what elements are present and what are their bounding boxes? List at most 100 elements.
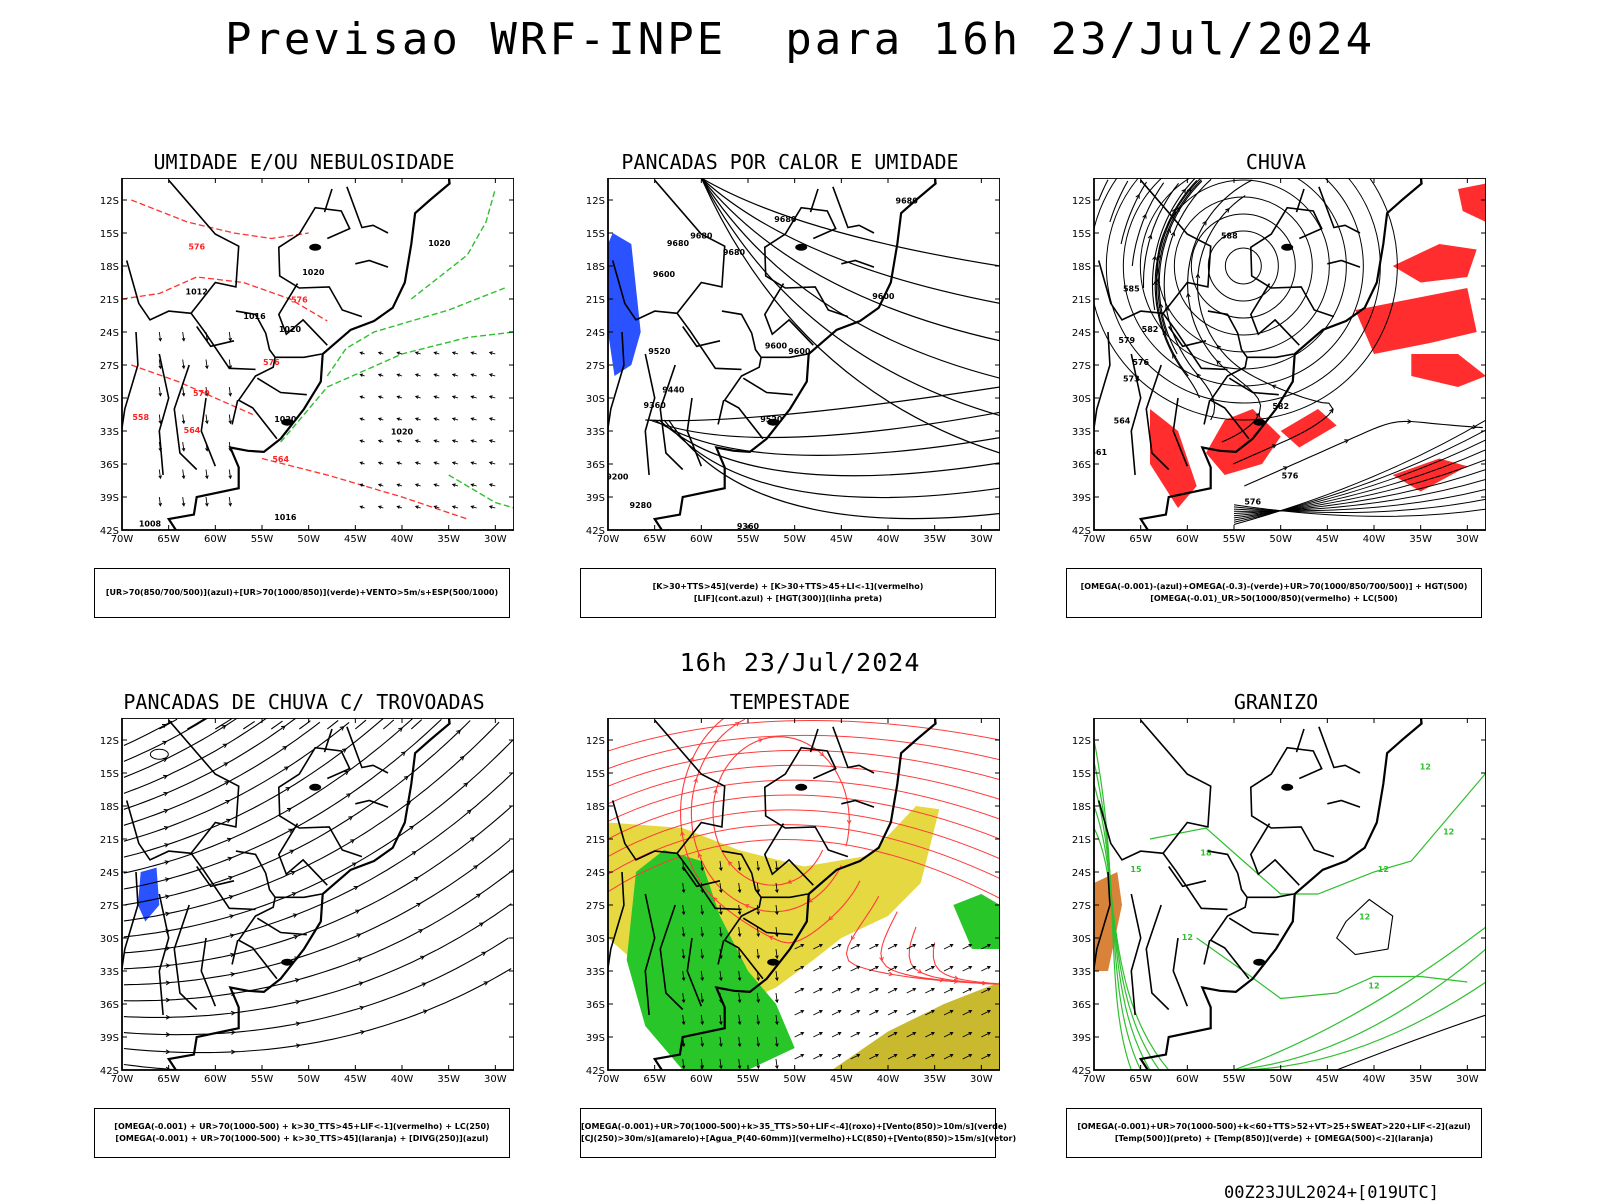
wind-vector bbox=[906, 1010, 917, 1016]
contour-label: 570 bbox=[193, 389, 210, 398]
streamline-arrow bbox=[284, 766, 290, 771]
contour-label: 576 bbox=[263, 358, 280, 367]
streamline-arrow bbox=[1255, 412, 1260, 418]
lat-label: 21S bbox=[1072, 835, 1091, 846]
streamline-arrow bbox=[164, 860, 170, 865]
wind-vector bbox=[158, 331, 163, 342]
political-border bbox=[125, 800, 256, 911]
streamline-arrow bbox=[1170, 231, 1176, 237]
political-border bbox=[608, 871, 625, 974]
streamline bbox=[123, 903, 512, 1018]
contour-label: 9680 bbox=[896, 196, 919, 205]
political-border bbox=[1207, 310, 1250, 440]
wind-vector bbox=[396, 417, 403, 421]
streamline bbox=[123, 718, 268, 794]
wind-vector bbox=[887, 1032, 898, 1038]
lake bbox=[1281, 243, 1294, 251]
wind-vector bbox=[869, 1032, 879, 1038]
wind-vector bbox=[981, 988, 991, 994]
wind-vector bbox=[700, 860, 705, 872]
contour-label: 1020 bbox=[279, 325, 302, 334]
legend-line: [LIF](cont.azul) + [HGT(300)](linha pret… bbox=[693, 594, 883, 603]
streamline-arrow bbox=[1152, 255, 1157, 261]
political-border bbox=[721, 850, 764, 980]
lon-label: 30W bbox=[970, 534, 993, 545]
contour-label: 12 bbox=[1368, 982, 1379, 991]
wind-vector bbox=[794, 966, 805, 972]
streamline-arrow bbox=[229, 914, 235, 919]
lat-label: 24S bbox=[1072, 868, 1091, 879]
geopotential-contour bbox=[1233, 488, 1486, 512]
lon-label: 30W bbox=[484, 534, 507, 545]
streamline bbox=[1158, 180, 1203, 355]
wind-vector bbox=[181, 359, 186, 370]
streamline bbox=[1244, 420, 1483, 487]
streamline-arrow bbox=[165, 1032, 171, 1037]
streamline-arrow bbox=[414, 876, 419, 882]
political-border bbox=[277, 746, 363, 858]
temperature-500-contour bbox=[1336, 1014, 1486, 1070]
panel-title: GRANIZO bbox=[1233, 690, 1319, 714]
wind-vector bbox=[719, 1036, 723, 1048]
political-border bbox=[168, 719, 240, 854]
lon-label: 70W bbox=[1083, 1074, 1106, 1085]
political-border bbox=[277, 283, 328, 346]
streamline-arrow bbox=[727, 860, 733, 866]
streamline-arrow bbox=[478, 922, 484, 927]
streamline bbox=[215, 718, 233, 730]
wind-vector bbox=[451, 395, 459, 399]
humidity-contour bbox=[326, 287, 505, 377]
streamline-arrow bbox=[483, 981, 489, 986]
wind-vector bbox=[181, 496, 186, 507]
wind-vector bbox=[414, 505, 421, 509]
wind-vector bbox=[737, 1058, 742, 1070]
streamline bbox=[123, 718, 413, 874]
lat-label: 36S bbox=[1072, 460, 1091, 471]
political-border bbox=[277, 823, 328, 886]
streamline-arrow bbox=[787, 879, 792, 884]
lon-label: 45W bbox=[830, 534, 853, 545]
wind-vector bbox=[205, 496, 209, 507]
lat-label: 21S bbox=[586, 835, 605, 846]
streamline-arrow bbox=[1152, 280, 1158, 286]
streamline-850 bbox=[608, 779, 1000, 822]
streamline-arrow bbox=[403, 775, 409, 781]
streamline-arrow bbox=[290, 870, 296, 876]
lat-label: 15S bbox=[100, 229, 119, 240]
lat-label: 42S bbox=[586, 1066, 605, 1077]
legend-line: [Temp(500)](preto) + [Temp(850)](verde) … bbox=[1114, 1134, 1434, 1143]
temperature-850-contour bbox=[1094, 805, 1160, 1070]
streamline-arrow bbox=[418, 929, 424, 934]
map-humidity-cloudiness: 1020101610201020102010161008101210205765… bbox=[100, 178, 514, 545]
wind-vector bbox=[925, 1032, 935, 1038]
contour-label: 12 bbox=[1359, 912, 1370, 921]
lat-label: 15S bbox=[100, 769, 119, 780]
wind-vector bbox=[359, 461, 365, 465]
wind-vector bbox=[943, 966, 954, 972]
lat-label: 33S bbox=[100, 427, 119, 438]
streamline-arrow bbox=[223, 762, 229, 767]
lon-label: 50W bbox=[1269, 534, 1292, 545]
thickness-contour bbox=[261, 457, 468, 520]
political-border bbox=[1140, 719, 1212, 854]
lon-label: 65W bbox=[643, 1074, 666, 1085]
lake bbox=[281, 958, 294, 966]
lon-label: 60W bbox=[690, 1074, 713, 1085]
streamline-arrow bbox=[164, 894, 171, 900]
streamline bbox=[712, 736, 850, 886]
contour-label: 561 bbox=[1090, 448, 1107, 457]
wind-vector bbox=[906, 1054, 917, 1060]
streamline-arrow bbox=[163, 826, 169, 831]
wind-vector bbox=[737, 948, 742, 960]
wind-vector bbox=[850, 1010, 861, 1016]
political-border bbox=[611, 800, 742, 911]
wind-vector bbox=[813, 1054, 823, 1060]
streamline-arrow bbox=[420, 955, 426, 960]
lat-label: 30S bbox=[586, 934, 605, 945]
streamline-arrow bbox=[164, 877, 170, 882]
streamline bbox=[123, 720, 471, 906]
streamline bbox=[270, 720, 283, 730]
streamline-arrow bbox=[481, 951, 487, 956]
